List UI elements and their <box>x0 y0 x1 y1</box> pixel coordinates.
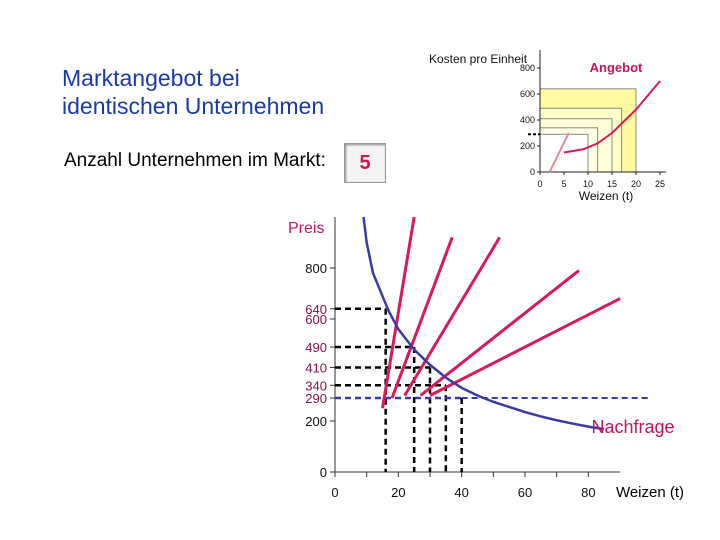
y-tick-label: 200 <box>520 141 535 151</box>
x-axis-label: Weizen (t) <box>616 484 684 501</box>
x-tick-label: 15 <box>607 179 617 189</box>
y-tick-label: 800 <box>305 261 327 276</box>
y-tick-label-highlight: 600 <box>305 312 327 327</box>
y-tick-label: 0 <box>530 167 535 177</box>
cost-curve <box>563 80 661 154</box>
supply-curve <box>390 236 454 399</box>
x-tick-label: 25 <box>655 179 665 189</box>
x-axis-label: Weizen (t) <box>579 189 633 203</box>
supply-curve <box>403 236 501 397</box>
demand-curve <box>362 216 605 431</box>
y-tick-label-highlight: 490 <box>305 340 327 355</box>
cost-curve <box>548 132 570 173</box>
x-tick-label: 0 <box>537 179 542 189</box>
x-tick-label: 80 <box>581 485 595 500</box>
page-title: Marktangebot bei identischen Unternehmen <box>62 64 324 120</box>
x-tick-label: 5 <box>561 179 566 189</box>
y-tick-label-highlight: 340 <box>305 378 327 393</box>
firm-count-stepper[interactable]: 5 <box>344 143 386 183</box>
x-tick-label: 20 <box>631 179 641 189</box>
supply-label: Angebot <box>590 60 643 75</box>
cost-box <box>539 133 589 173</box>
x-tick-label: 40 <box>454 485 468 500</box>
y-axis-label: Kosten pro Einheit <box>429 52 528 66</box>
y-tick-label: 800 <box>520 63 535 73</box>
x-tick-label: 0 <box>331 485 338 500</box>
y-tick-label-highlight: 410 <box>305 360 327 375</box>
y-tick-label: 0 <box>320 465 327 480</box>
market-chart: 0 20 40 60 800200800640600490410340290PreisW… <box>288 216 684 501</box>
supply-curve <box>419 269 580 397</box>
y-tick-label-highlight: 290 <box>305 391 327 406</box>
demand-label: Nachfrage <box>591 417 674 437</box>
x-tick-label: 60 <box>518 485 532 500</box>
supply-curve <box>381 216 416 409</box>
y-axis-label: Preis <box>288 220 324 237</box>
y-tick-label: 600 <box>520 89 535 99</box>
x-tick-label: 10 <box>583 179 593 189</box>
title-line-2: identischen Unternehmen <box>62 93 325 119</box>
y-tick-label-highlight: 640 <box>305 302 327 317</box>
title-line-1: Marktangebot bei <box>62 65 240 91</box>
y-tick-label: 200 <box>305 414 327 429</box>
x-tick-label: 20 <box>391 485 405 500</box>
y-tick-label: 400 <box>520 115 535 125</box>
firm-count-label: Anzahl Unternehmen im Markt: <box>64 150 326 171</box>
supply-curve <box>429 297 621 397</box>
